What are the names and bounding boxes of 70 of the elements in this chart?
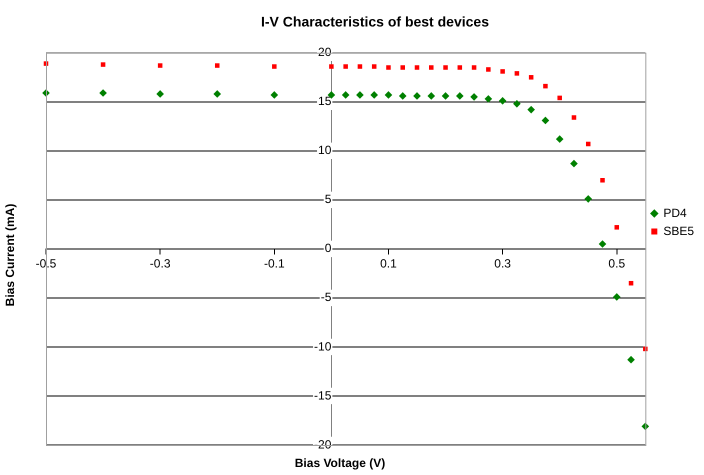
point xyxy=(99,89,107,97)
x-tick-label: 0.5 xyxy=(608,256,626,270)
point xyxy=(358,64,362,69)
point xyxy=(214,63,220,68)
y-axis-title: Bias Current (mA) xyxy=(3,202,17,308)
point xyxy=(384,91,392,99)
y-tick-label: 5 xyxy=(324,192,332,206)
point xyxy=(557,96,562,100)
x-tick-label: -0.3 xyxy=(150,256,171,270)
point xyxy=(427,92,436,100)
point xyxy=(100,62,106,67)
point xyxy=(342,91,350,99)
point xyxy=(443,65,448,70)
point xyxy=(570,160,578,168)
point xyxy=(514,71,520,76)
point xyxy=(472,65,476,70)
point xyxy=(584,195,592,203)
point xyxy=(329,64,334,69)
x-tick-label: -0.5 xyxy=(36,256,57,270)
legend-label: PD4 xyxy=(663,206,687,220)
point xyxy=(413,92,421,100)
legend-label: SBE5 xyxy=(663,224,694,238)
chart-title: I-V Characteristics of best devices xyxy=(261,13,490,30)
point xyxy=(528,75,534,80)
point xyxy=(458,65,462,70)
point xyxy=(470,93,478,101)
point xyxy=(600,178,605,183)
point xyxy=(343,64,348,69)
point xyxy=(400,65,405,70)
point xyxy=(158,63,162,68)
point xyxy=(270,91,278,99)
y-tick-label: 0 xyxy=(324,241,332,256)
point xyxy=(542,116,550,124)
point xyxy=(442,92,450,100)
x-tick-label: -0.1 xyxy=(264,256,285,270)
point xyxy=(614,225,620,230)
point xyxy=(612,293,621,301)
point xyxy=(500,69,505,74)
point xyxy=(513,100,521,108)
point xyxy=(586,142,590,146)
point xyxy=(370,91,378,99)
point xyxy=(356,91,364,99)
x-tick-label: 0.1 xyxy=(380,256,398,270)
point xyxy=(628,280,634,286)
point xyxy=(272,64,277,69)
point xyxy=(398,92,407,100)
y-tick-label: -10 xyxy=(314,339,332,354)
point xyxy=(429,65,434,70)
point xyxy=(386,65,391,70)
point xyxy=(627,356,635,364)
x-axis-title: Bias Voltage (V) xyxy=(294,456,386,470)
point xyxy=(556,135,564,143)
point xyxy=(572,115,576,120)
y-tick-label: -5 xyxy=(320,290,332,304)
point xyxy=(598,240,606,248)
y-tick-label: 15 xyxy=(318,94,332,108)
point xyxy=(414,65,420,70)
y-tick-label: 10 xyxy=(318,143,332,158)
point xyxy=(527,106,535,114)
point xyxy=(484,95,492,103)
x-tick-label: 0.3 xyxy=(494,256,512,270)
y-tick-label: -15 xyxy=(314,388,332,402)
point xyxy=(498,97,506,105)
point xyxy=(372,64,376,69)
point xyxy=(543,84,548,88)
point xyxy=(456,92,464,100)
point xyxy=(156,90,164,98)
point xyxy=(486,67,491,72)
y-tick-label: 20 xyxy=(318,45,332,60)
point xyxy=(213,90,222,98)
